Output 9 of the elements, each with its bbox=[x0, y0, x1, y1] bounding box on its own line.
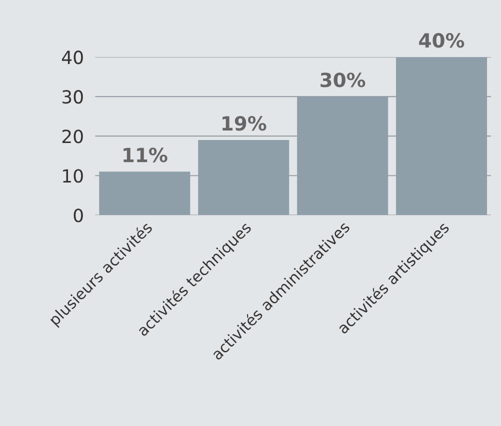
y-tick-label: 10 bbox=[63, 169, 83, 183]
data-label: 40% bbox=[419, 33, 464, 48]
y-tick-label: 0 bbox=[74, 208, 83, 222]
y-tick-label: 20 bbox=[62, 130, 83, 144]
y-tick-label: 30 bbox=[62, 90, 83, 104]
data-label: 30% bbox=[320, 72, 366, 88]
y-tick-label: 40 bbox=[62, 50, 83, 64]
data-label: 19% bbox=[222, 116, 266, 131]
data-label: 11% bbox=[124, 148, 168, 162]
